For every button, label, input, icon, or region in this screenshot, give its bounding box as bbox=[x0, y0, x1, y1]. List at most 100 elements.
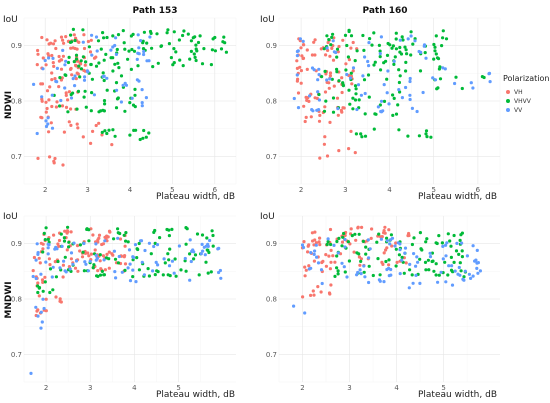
data-point-vv bbox=[167, 264, 172, 268]
data-point-vh bbox=[303, 119, 307, 124]
data-point-vv bbox=[60, 244, 64, 248]
y-tick-label: 0.7 bbox=[11, 153, 22, 161]
data-point-vv bbox=[418, 281, 422, 285]
data-point-vhvv bbox=[444, 37, 449, 41]
x-axis-label: Plateau width, dB bbox=[156, 192, 235, 202]
data-point-vh bbox=[383, 225, 387, 229]
data-point-vh bbox=[52, 161, 56, 165]
data-point-vv bbox=[408, 76, 412, 81]
data-point-vhvv bbox=[43, 238, 47, 242]
data-point-vhvv bbox=[126, 240, 130, 244]
data-point-vhvv bbox=[418, 257, 422, 261]
data-point-vhvv bbox=[96, 39, 101, 43]
data-point-vv bbox=[41, 297, 45, 301]
data-point-vhvv bbox=[141, 41, 145, 45]
data-point-vv bbox=[40, 95, 44, 99]
data-point-vh bbox=[107, 250, 111, 254]
data-point-vhvv bbox=[376, 257, 380, 261]
data-point-vh bbox=[295, 79, 299, 83]
data-point-vh bbox=[379, 235, 383, 239]
data-point-vh bbox=[312, 40, 316, 44]
data-point-vhvv bbox=[211, 233, 215, 238]
data-point-vhvv bbox=[350, 234, 354, 238]
data-point-vv bbox=[412, 252, 416, 256]
data-point-vhvv bbox=[440, 44, 444, 48]
data-point-vhvv bbox=[186, 32, 190, 36]
data-point-vhvv bbox=[126, 57, 130, 61]
data-point-vv bbox=[40, 320, 44, 324]
data-point-vh bbox=[40, 99, 44, 103]
data-point-vh bbox=[312, 293, 316, 297]
data-point-vhvv bbox=[325, 34, 329, 38]
data-point-vv bbox=[436, 280, 440, 284]
data-point-vhvv bbox=[452, 260, 456, 264]
data-point-vv bbox=[366, 59, 370, 64]
data-point-vv bbox=[199, 252, 203, 256]
data-point-vhvv bbox=[424, 129, 429, 133]
data-point-vhvv bbox=[36, 284, 40, 288]
x-axis-label: Plateau width, dB bbox=[418, 192, 497, 202]
data-point-vh bbox=[350, 82, 354, 86]
data-point-vh bbox=[36, 48, 40, 53]
x-tick-label: 6 bbox=[476, 186, 481, 194]
data-point-vh bbox=[47, 98, 51, 102]
data-point-vhvv bbox=[200, 233, 205, 237]
data-point-vh bbox=[324, 253, 328, 257]
data-point-vhvv bbox=[130, 47, 134, 52]
data-point-vv bbox=[192, 250, 196, 254]
row-label-ndwi: NDWI bbox=[4, 91, 14, 119]
data-point-vhvv bbox=[459, 269, 463, 273]
data-point-vv bbox=[172, 271, 176, 275]
data-point-vhvv bbox=[347, 259, 351, 263]
data-point-vv bbox=[478, 269, 482, 273]
data-point-vhvv bbox=[111, 69, 115, 73]
data-point-vh bbox=[61, 163, 65, 167]
data-point-vhvv bbox=[102, 99, 107, 103]
data-point-vh bbox=[310, 231, 314, 235]
data-point-vv bbox=[301, 39, 305, 44]
data-point-vh bbox=[304, 115, 308, 119]
data-point-vv bbox=[476, 271, 480, 275]
data-point-vh bbox=[310, 53, 314, 57]
data-point-vh bbox=[83, 251, 88, 255]
data-point-vhvv bbox=[423, 51, 427, 55]
data-point-vhvv bbox=[224, 50, 228, 54]
data-point-vhvv bbox=[111, 34, 115, 38]
data-point-vh bbox=[88, 50, 93, 54]
data-point-vh bbox=[59, 35, 64, 39]
data-point-vv bbox=[154, 260, 158, 264]
data-point-vh bbox=[40, 278, 45, 282]
data-point-vh bbox=[313, 38, 317, 42]
data-point-vhvv bbox=[396, 103, 400, 107]
data-point-vh bbox=[107, 266, 111, 270]
data-point-vv bbox=[112, 249, 116, 253]
data-point-vv bbox=[413, 39, 417, 43]
data-point-vh bbox=[318, 243, 322, 247]
data-point-vh bbox=[64, 91, 68, 95]
data-point-vhvv bbox=[198, 34, 202, 38]
data-point-vhvv bbox=[127, 49, 131, 53]
data-point-vh bbox=[390, 244, 394, 248]
data-point-vhvv bbox=[360, 135, 364, 139]
data-point-vh bbox=[93, 248, 97, 252]
data-point-vv bbox=[325, 78, 329, 82]
data-point-vhvv bbox=[135, 256, 139, 260]
data-point-vhvv bbox=[84, 105, 88, 109]
data-point-vh bbox=[35, 63, 39, 67]
data-point-vhvv bbox=[351, 107, 355, 111]
data-point-vh bbox=[302, 240, 306, 244]
data-point-vv bbox=[379, 99, 384, 103]
data-point-vhvv bbox=[440, 241, 444, 245]
data-point-vhvv bbox=[193, 55, 197, 60]
data-point-vhvv bbox=[70, 40, 74, 44]
data-point-vhvv bbox=[158, 236, 162, 240]
data-point-vv bbox=[398, 38, 402, 42]
data-point-vh bbox=[44, 63, 48, 67]
data-point-vh bbox=[336, 50, 340, 54]
data-point-vv bbox=[88, 259, 92, 263]
data-point-vv bbox=[62, 259, 66, 263]
y-tick-label: 0.7 bbox=[266, 153, 277, 161]
data-point-vv bbox=[408, 93, 412, 97]
data-point-vhvv bbox=[168, 247, 172, 251]
data-point-vhvv bbox=[403, 45, 407, 49]
